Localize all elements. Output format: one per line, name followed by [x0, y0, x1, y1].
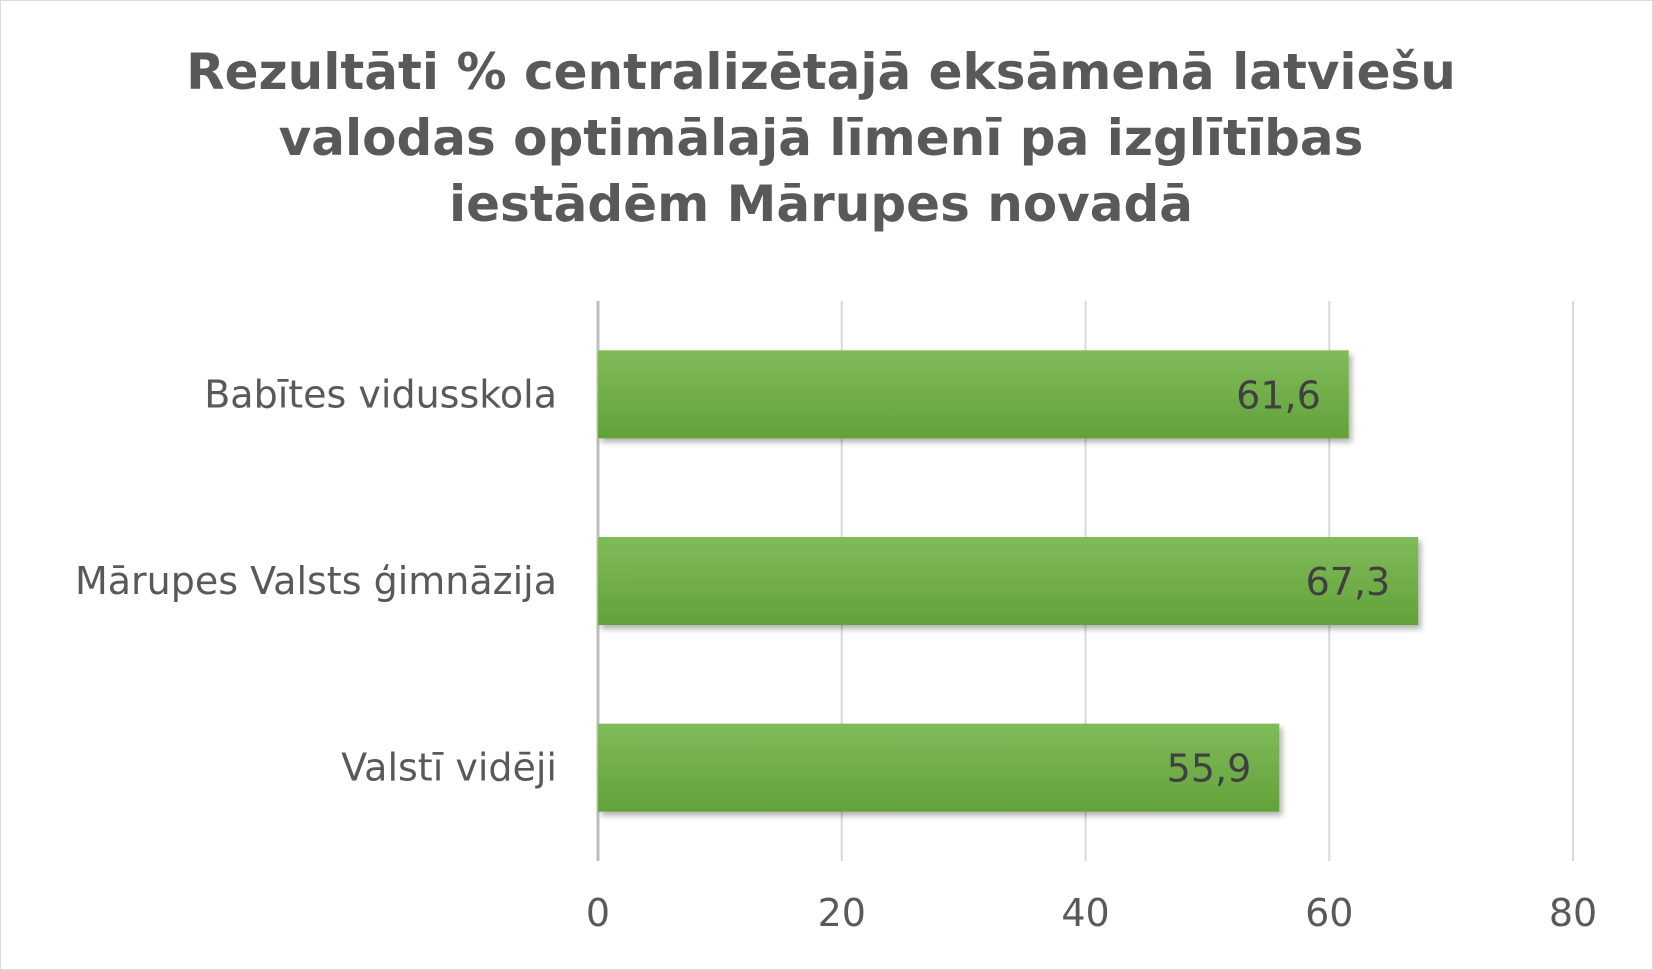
x-tick-label: 20 [818, 891, 866, 935]
data-label: 67,3 [1306, 560, 1391, 604]
data-label: 61,6 [1236, 373, 1321, 417]
x-tick-label: 80 [1549, 891, 1597, 935]
category-label: Mārupes Valsts ģimnāzija [75, 559, 557, 603]
bar [598, 537, 1419, 625]
category-label: Valstī vidēji [341, 746, 557, 790]
x-tick-label: 60 [1305, 891, 1353, 935]
category-label: Babītes vidusskola [204, 372, 557, 416]
chart-title: Rezultāti % centralizētajā eksāmenā latv… [186, 43, 1456, 233]
x-tick-label: 0 [586, 891, 610, 935]
bar [598, 723, 1280, 812]
bar [598, 350, 1349, 439]
data-label: 55,9 [1167, 747, 1252, 791]
x-tick-label: 40 [1061, 891, 1109, 935]
